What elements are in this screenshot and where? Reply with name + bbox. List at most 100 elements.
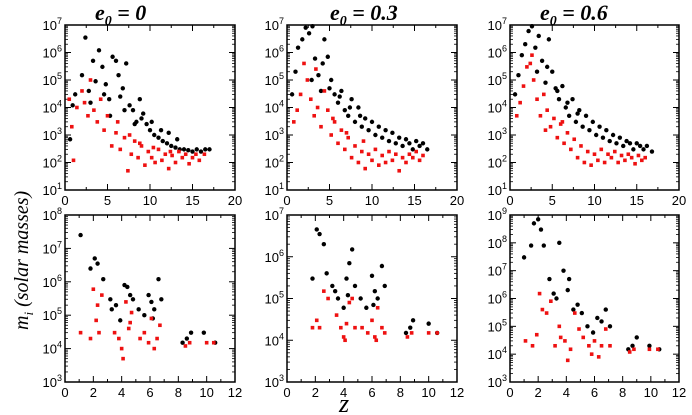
data-point-black bbox=[551, 291, 556, 296]
data-point-black bbox=[120, 86, 126, 91]
data-point-red bbox=[315, 105, 320, 110]
data-point-black bbox=[346, 113, 351, 118]
data-point-black bbox=[327, 86, 332, 91]
data-point-red bbox=[405, 335, 410, 339]
y-tick-label: 105 bbox=[488, 317, 507, 334]
data-point-black bbox=[122, 107, 127, 113]
x-tick-label: 0 bbox=[506, 193, 513, 208]
data-point-black bbox=[347, 261, 352, 266]
x-tick-label: 2 bbox=[90, 385, 97, 400]
data-point-black bbox=[541, 243, 546, 248]
data-point-red bbox=[530, 53, 534, 57]
data-point-black bbox=[539, 58, 545, 63]
data-point-black bbox=[303, 25, 308, 30]
data-point-red bbox=[373, 147, 378, 152]
data-point-black bbox=[147, 127, 153, 133]
data-point-black bbox=[526, 28, 531, 34]
data-point-black bbox=[571, 307, 576, 312]
y-tick-label: 102 bbox=[43, 154, 62, 171]
data-point-red bbox=[329, 133, 333, 137]
data-point-red bbox=[557, 324, 562, 329]
data-point-black bbox=[139, 116, 144, 121]
data-point-black bbox=[310, 276, 315, 281]
data-point-black bbox=[565, 100, 570, 105]
data-point-black bbox=[188, 330, 194, 335]
panel-top-e0-0.3: 0 5 10 15 20 101 102 103 104 105 106 107 bbox=[265, 16, 465, 208]
data-point-red bbox=[326, 296, 330, 301]
data-point-black bbox=[621, 143, 626, 149]
data-point-red bbox=[592, 339, 597, 343]
data-point-red bbox=[117, 336, 121, 341]
data-point-black bbox=[531, 221, 537, 226]
data-point-black bbox=[610, 132, 616, 138]
data-point-black bbox=[420, 141, 426, 146]
data-point-black bbox=[152, 132, 157, 138]
title-col-3: e0 = 0.6 bbox=[540, 0, 608, 29]
data-point-red bbox=[370, 158, 374, 163]
data-point-black bbox=[101, 92, 107, 97]
x-axis-label: z bbox=[338, 389, 349, 415]
data-point-red bbox=[365, 331, 370, 335]
data-point-black bbox=[337, 94, 342, 99]
plot-frame bbox=[64, 214, 236, 383]
y-tick-label: 106 bbox=[488, 290, 507, 307]
data-point-black bbox=[570, 97, 575, 102]
data-point-red bbox=[115, 120, 120, 124]
data-point-red bbox=[565, 358, 570, 363]
data-point-black bbox=[529, 24, 535, 29]
data-point-black bbox=[604, 127, 609, 133]
y-tick-label: 104 bbox=[265, 99, 284, 116]
y-tick-label: 106 bbox=[43, 273, 62, 290]
data-point-red bbox=[626, 152, 631, 157]
data-point-black bbox=[512, 92, 518, 97]
data-point-black bbox=[519, 52, 525, 58]
data-point-red bbox=[344, 131, 349, 135]
data-point-red bbox=[197, 158, 202, 163]
x-tick-label: 15 bbox=[407, 193, 421, 208]
data-point-red bbox=[560, 120, 565, 124]
data-point-red bbox=[563, 339, 567, 343]
data-point-red bbox=[565, 131, 570, 135]
data-point-red bbox=[534, 332, 539, 337]
data-point-black bbox=[293, 69, 298, 74]
data-point-red bbox=[383, 160, 388, 165]
y-tick-label: 104 bbox=[488, 99, 507, 116]
series-black bbox=[289, 24, 430, 152]
data-point-red bbox=[568, 347, 573, 352]
data-point-red bbox=[387, 149, 391, 154]
data-point-black bbox=[375, 296, 380, 301]
data-point-black bbox=[156, 276, 161, 282]
data-point-red bbox=[94, 318, 98, 323]
data-point-black bbox=[318, 88, 324, 94]
data-point-red bbox=[127, 133, 132, 137]
data-point-black bbox=[289, 92, 295, 97]
data-point-red bbox=[314, 318, 319, 323]
data-point-black bbox=[649, 149, 655, 154]
data-point-black bbox=[113, 302, 119, 308]
data-point-black bbox=[88, 266, 93, 271]
data-point-red bbox=[353, 144, 357, 148]
y-tick-label: 101 bbox=[265, 181, 284, 198]
x-tick-label: 4 bbox=[563, 385, 570, 400]
data-point-black bbox=[560, 83, 565, 89]
x-tick-label: 4 bbox=[340, 385, 347, 400]
data-point-red bbox=[146, 340, 151, 345]
data-point-red bbox=[142, 330, 147, 335]
data-point-black bbox=[366, 127, 371, 133]
data-point-black bbox=[70, 103, 75, 108]
y-tick-label: 105 bbox=[488, 71, 507, 88]
y-tick-label: 106 bbox=[265, 44, 284, 61]
x-tick-label: 20 bbox=[228, 193, 242, 208]
y-tick-label: 104 bbox=[265, 331, 284, 348]
series-black bbox=[512, 24, 655, 154]
data-point-red bbox=[78, 330, 83, 335]
data-point-red bbox=[394, 152, 398, 157]
data-point-black bbox=[324, 271, 329, 276]
data-point-red bbox=[612, 149, 617, 154]
data-point-black bbox=[127, 292, 133, 298]
data-point-black bbox=[397, 135, 402, 140]
data-point-red bbox=[339, 128, 344, 132]
data-point-red bbox=[599, 343, 604, 348]
x-tick-label: 8 bbox=[397, 385, 404, 400]
